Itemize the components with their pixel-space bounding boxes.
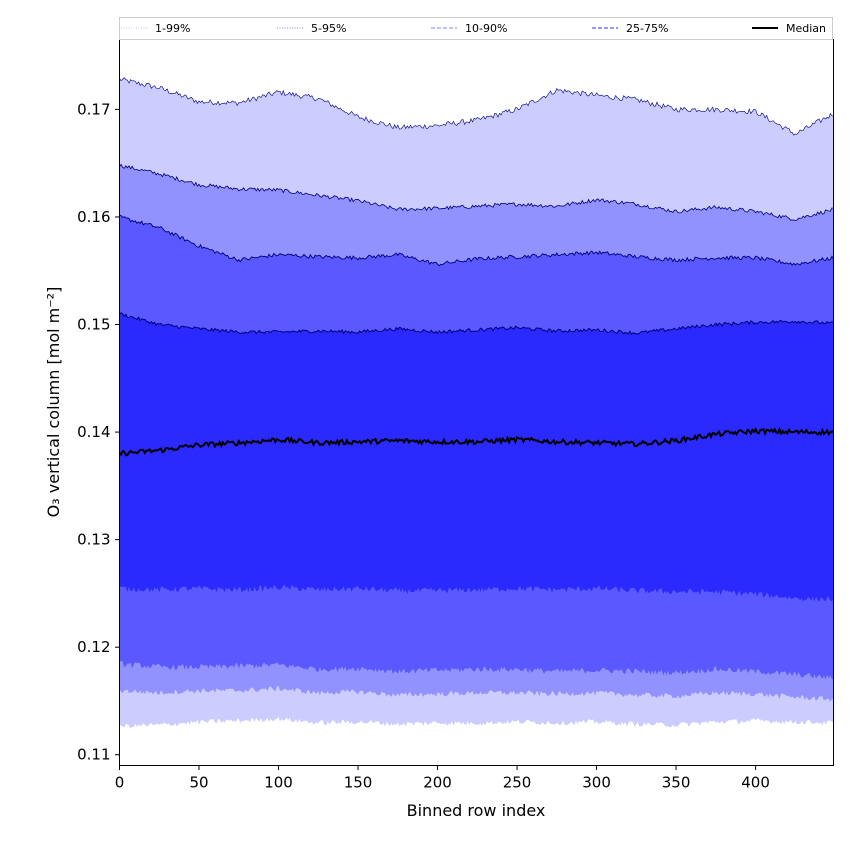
- legend-label: 1-99%: [155, 22, 190, 35]
- y-tick-label: 0.17: [77, 100, 110, 118]
- line-10-90-upper: [119, 214, 834, 267]
- x-tick-label: 200: [423, 774, 452, 792]
- x-tick-label: 50: [189, 774, 208, 792]
- x-tick-label: 100: [264, 774, 293, 792]
- legend-label: 5-95%: [311, 22, 346, 35]
- x-tick-label: 300: [582, 774, 611, 792]
- y-axis: 0.11 0.12 0.13 0.14 0.15 0.16 0.17: [77, 100, 120, 764]
- median-line: [119, 426, 834, 457]
- x-tick-label: 400: [741, 774, 770, 792]
- y-tick-label: 0.12: [77, 638, 110, 656]
- band-25-75: [119, 312, 834, 602]
- y-axis-label: O₃ vertical column [mol m⁻²]: [44, 287, 63, 518]
- line-25-75-upper: [119, 312, 834, 336]
- line-1-99-upper: [119, 77, 834, 136]
- y-tick-label: 0.11: [77, 746, 110, 764]
- x-axis: 0 50 100 150 200 250 300 350 400: [115, 765, 770, 792]
- legend-box: [119, 17, 833, 40]
- x-tick-label: 250: [503, 774, 532, 792]
- percentile-bands: [119, 77, 834, 729]
- y-tick-label: 0.14: [77, 423, 110, 441]
- x-tick-label: 150: [344, 774, 373, 792]
- y-tick-label: 0.13: [77, 531, 110, 549]
- x-tick-label: 350: [662, 774, 691, 792]
- legend-label: 10-90%: [465, 22, 507, 35]
- y-tick-label: 0.15: [77, 316, 110, 334]
- line-5-95-upper: [119, 163, 834, 221]
- legend-label: 25-75%: [626, 22, 668, 35]
- y-tick-label: 0.16: [77, 208, 110, 226]
- legend: 1-99% 5-95% 10-90% 25-75% Median: [119, 17, 833, 40]
- x-axis-label: Binned row index: [407, 801, 546, 820]
- x-tick-label: 0: [115, 774, 125, 792]
- legend-label: Median: [786, 22, 826, 35]
